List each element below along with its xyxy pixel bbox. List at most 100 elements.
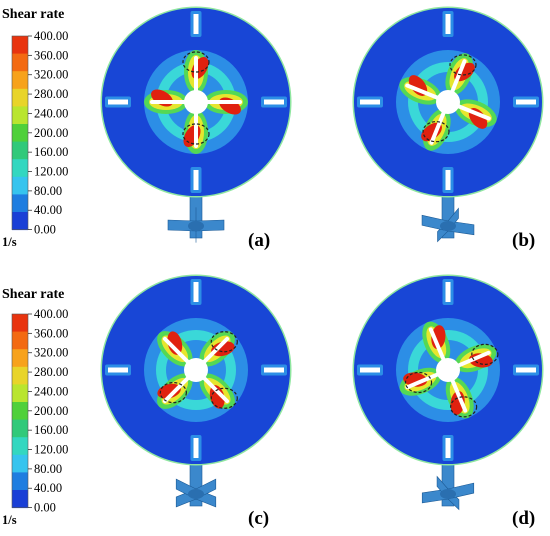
impeller bbox=[421, 455, 475, 511]
high-shear-zone bbox=[157, 383, 181, 399]
colorbar-segment bbox=[12, 106, 28, 125]
shear-field bbox=[396, 50, 500, 154]
colorbar-segment bbox=[12, 71, 28, 90]
colorbar-segment bbox=[12, 124, 28, 143]
legend-unit: 1/s bbox=[2, 513, 17, 527]
colorbar-segment bbox=[12, 454, 28, 473]
panel-b bbox=[352, 6, 544, 243]
colorbar-segment bbox=[12, 419, 28, 438]
legend-top: Shear rate 400.00 360.00 320.00 280.00 240.0… bbox=[2, 7, 68, 249]
colorbar-tick-label: 400.00 bbox=[34, 307, 68, 321]
dashed-highlight bbox=[210, 387, 238, 409]
hub bbox=[184, 358, 208, 382]
colorbar-tick-label: 40.00 bbox=[34, 481, 62, 495]
hub bbox=[436, 358, 460, 382]
legend-unit: 1/s bbox=[2, 235, 17, 249]
colorbar-tick-label: 280.00 bbox=[34, 365, 68, 379]
colorbar-segment bbox=[12, 384, 28, 403]
baffles bbox=[105, 11, 287, 193]
colorbar-segment bbox=[12, 402, 28, 421]
colorbar-segment bbox=[12, 490, 28, 509]
impeller bbox=[421, 187, 475, 243]
colorbar-segment bbox=[12, 53, 28, 72]
colorbar-tick-label: 360.00 bbox=[34, 326, 68, 340]
blade-section bbox=[405, 371, 441, 390]
blade-section bbox=[455, 103, 491, 121]
dashed-highlight bbox=[450, 396, 478, 418]
colorbar-tick-label: 200.00 bbox=[34, 126, 68, 140]
blade-section bbox=[201, 336, 230, 365]
baffle bbox=[108, 99, 128, 105]
baffle bbox=[193, 170, 199, 190]
colorbar-tick-label: 240.00 bbox=[34, 384, 68, 398]
baffle bbox=[193, 282, 199, 302]
baffles bbox=[357, 11, 539, 193]
colorbar-segment bbox=[12, 314, 28, 333]
baffles bbox=[357, 279, 539, 461]
colorbar-ticks: 400.00 360.00 320.00 280.00 240.00 200.00 160.… bbox=[28, 29, 68, 237]
colorbar-segment bbox=[12, 349, 28, 368]
dashed-highlight bbox=[159, 382, 187, 404]
highlight-circles bbox=[404, 343, 499, 418]
legend-title: Shear rate bbox=[2, 7, 64, 22]
panel-label-b: (b) bbox=[512, 230, 535, 251]
colorbar-segment bbox=[12, 437, 28, 456]
baffle bbox=[193, 14, 199, 34]
hub bbox=[184, 90, 208, 114]
colorbar-tick-label: 320.00 bbox=[34, 346, 68, 360]
baffles bbox=[105, 279, 287, 461]
baffle bbox=[264, 367, 284, 373]
shear-field bbox=[396, 318, 500, 422]
impeller bbox=[167, 187, 225, 243]
colorbar-segment bbox=[12, 141, 28, 160]
colorbar-tick-label: 280.00 bbox=[34, 87, 68, 101]
colorbar-segment bbox=[12, 36, 28, 55]
dashed-highlight bbox=[404, 371, 433, 394]
colorbar-tick-label: 160.00 bbox=[34, 423, 68, 437]
baffle bbox=[193, 438, 199, 458]
baffle bbox=[108, 367, 128, 373]
blade-section bbox=[429, 109, 447, 145]
blade-section bbox=[449, 59, 467, 95]
baffle bbox=[516, 99, 536, 105]
baffle bbox=[445, 438, 451, 458]
blade-section bbox=[162, 336, 191, 365]
colorbar-segment bbox=[12, 159, 28, 178]
dashed-highlight bbox=[471, 343, 499, 365]
colorbar-tick-label: 80.00 bbox=[34, 184, 62, 198]
impeller-hub bbox=[188, 489, 204, 499]
highlight-circles bbox=[422, 54, 477, 143]
blade-section bbox=[449, 377, 468, 413]
colorbar-segment bbox=[12, 472, 28, 491]
colorbar-tick-label: 360.00 bbox=[34, 48, 68, 62]
baffle bbox=[264, 99, 284, 105]
blade-section bbox=[428, 327, 447, 363]
panel-label-c: (c) bbox=[248, 508, 269, 529]
blade-section bbox=[201, 375, 230, 404]
impeller bbox=[175, 455, 217, 508]
dashed-highlight bbox=[210, 331, 238, 353]
hub bbox=[436, 90, 460, 114]
baffle bbox=[360, 99, 380, 105]
colorbar-segment bbox=[12, 88, 28, 107]
dashed-highlight bbox=[182, 51, 210, 73]
colorbar-segment bbox=[12, 212, 28, 231]
shear-field bbox=[144, 50, 248, 154]
impeller-hub bbox=[188, 221, 204, 231]
panel-d bbox=[352, 274, 544, 511]
impeller-hub bbox=[440, 221, 456, 231]
legend-bottom: Shear rate 400.00 360.00 320.00 280.00 240.0… bbox=[2, 287, 68, 527]
colorbar-segment bbox=[12, 194, 28, 213]
baffle bbox=[445, 282, 451, 302]
baffle bbox=[360, 367, 380, 373]
colorbar-tick-label: 120.00 bbox=[34, 165, 68, 179]
panel-a bbox=[100, 6, 292, 243]
dashed-highlight bbox=[449, 54, 477, 76]
colorbar-segment bbox=[12, 176, 28, 195]
colorbar-tick-label: 0.00 bbox=[34, 223, 56, 237]
colorbar-tick-label: 160.00 bbox=[34, 145, 68, 159]
colorbar-tick-label: 0.00 bbox=[34, 501, 56, 515]
panel-label-d: (d) bbox=[512, 508, 535, 529]
colorbar-segment bbox=[12, 331, 28, 350]
panel-c bbox=[100, 274, 292, 508]
